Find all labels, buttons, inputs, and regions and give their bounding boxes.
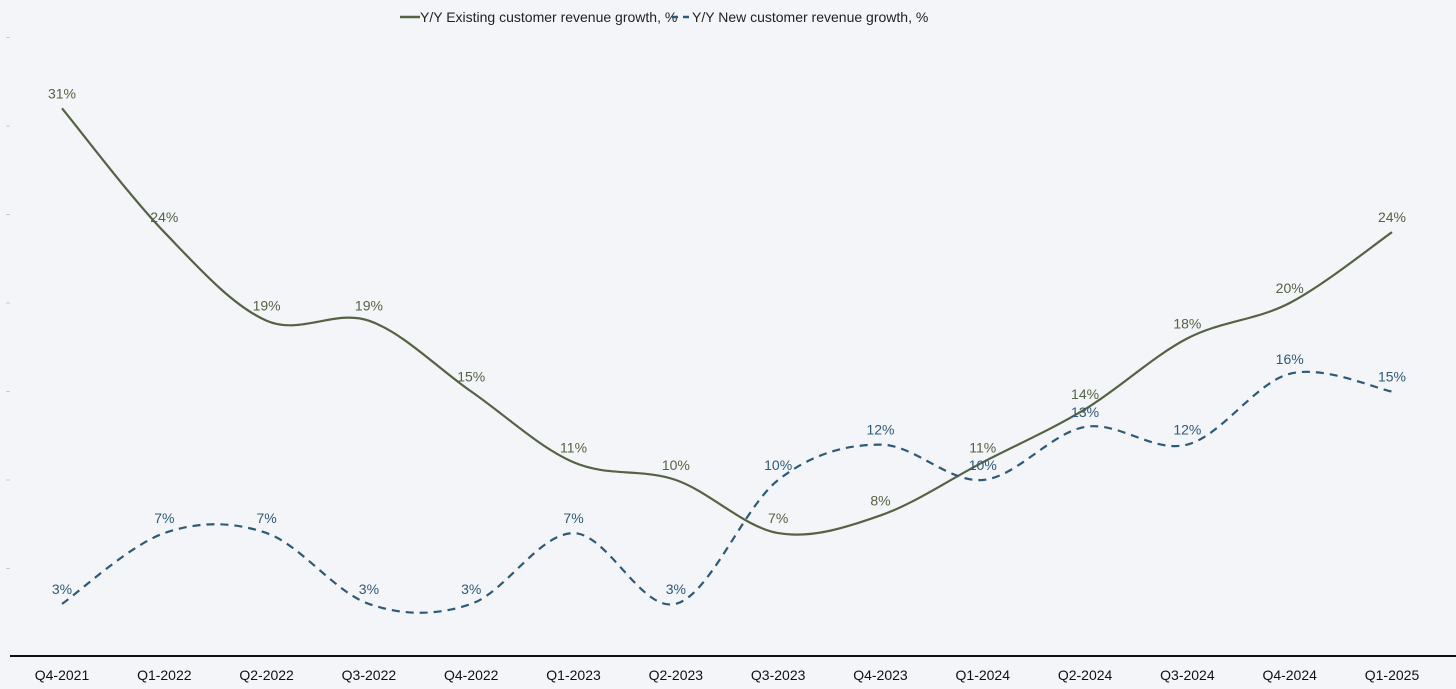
x-tick-label: Q1-2022: [137, 667, 192, 683]
x-tick-label: Q4-2023: [853, 667, 908, 683]
legend: Y/Y Existing customer revenue growth, % …: [400, 9, 928, 25]
data-label: 7%: [154, 510, 174, 526]
x-tick-label: Q3-2023: [751, 667, 806, 683]
data-label: 16%: [1276, 351, 1304, 367]
data-label: 24%: [1378, 209, 1406, 225]
data-label: 20%: [1276, 280, 1304, 296]
x-tick-label: Q4-2024: [1262, 667, 1317, 683]
x-tick-label: Q3-2022: [342, 667, 397, 683]
data-label: 3%: [666, 581, 686, 597]
data-label: 12%: [866, 422, 894, 438]
legend-label-new: Y/Y New customer revenue growth, %: [692, 9, 928, 25]
x-tick-label: Q2-2023: [649, 667, 704, 683]
x-tick-label: Q3-2024: [1160, 667, 1215, 683]
data-label: 7%: [768, 510, 788, 526]
data-label: 15%: [1378, 369, 1406, 385]
data-label: 10%: [764, 457, 792, 473]
data-label: 13%: [1071, 404, 1099, 420]
x-tick-label: Q4-2021: [35, 667, 90, 683]
data-label: 19%: [253, 298, 281, 314]
data-label: 19%: [355, 298, 383, 314]
data-label: 11%: [560, 439, 587, 455]
data-label: 10%: [662, 457, 690, 473]
data-label: 3%: [359, 581, 379, 597]
data-label: 24%: [150, 209, 178, 225]
data-label: 15%: [457, 369, 485, 385]
legend-item-new: Y/Y New customer revenue growth, %: [672, 9, 928, 25]
x-tick-label: Q1-2024: [956, 667, 1011, 683]
data-label: 18%: [1173, 315, 1201, 331]
data-label: 7%: [256, 510, 276, 526]
y-axis-ticks: [6, 37, 10, 569]
data-label: 3%: [52, 581, 72, 597]
series-group: 31% 24% 19% 19% 15% 11% 10% 7% 8% 11% 14% 18% 20% 24%…: [48, 85, 1406, 614]
legend-label-existing: Y/Y Existing customer revenue growth, %: [420, 9, 677, 25]
data-label: 14%: [1071, 386, 1099, 402]
data-label: 8%: [870, 492, 890, 508]
data-label: 31%: [48, 85, 76, 101]
x-tick-label: Q1-2023: [546, 667, 601, 683]
x-tick-label: Q2-2024: [1058, 667, 1113, 683]
series-line-new: [61, 370, 1393, 614]
x-tick-label: Q4-2022: [444, 667, 499, 683]
data-label: 12%: [1173, 422, 1201, 438]
x-axis-tick-labels: Q4-2021 Q1-2022 Q2-2022 Q3-2022 Q4-2022 Q1-20…: [35, 667, 1420, 683]
x-tick-label: Q2-2022: [239, 667, 294, 683]
x-tick-label: Q1-2025: [1365, 667, 1420, 683]
data-label: 3%: [461, 581, 481, 597]
data-label: 7%: [563, 510, 583, 526]
data-label: 11%: [969, 439, 996, 455]
data-label: 10%: [969, 457, 997, 473]
legend-item-existing: Y/Y Existing customer revenue growth, %: [400, 9, 677, 25]
